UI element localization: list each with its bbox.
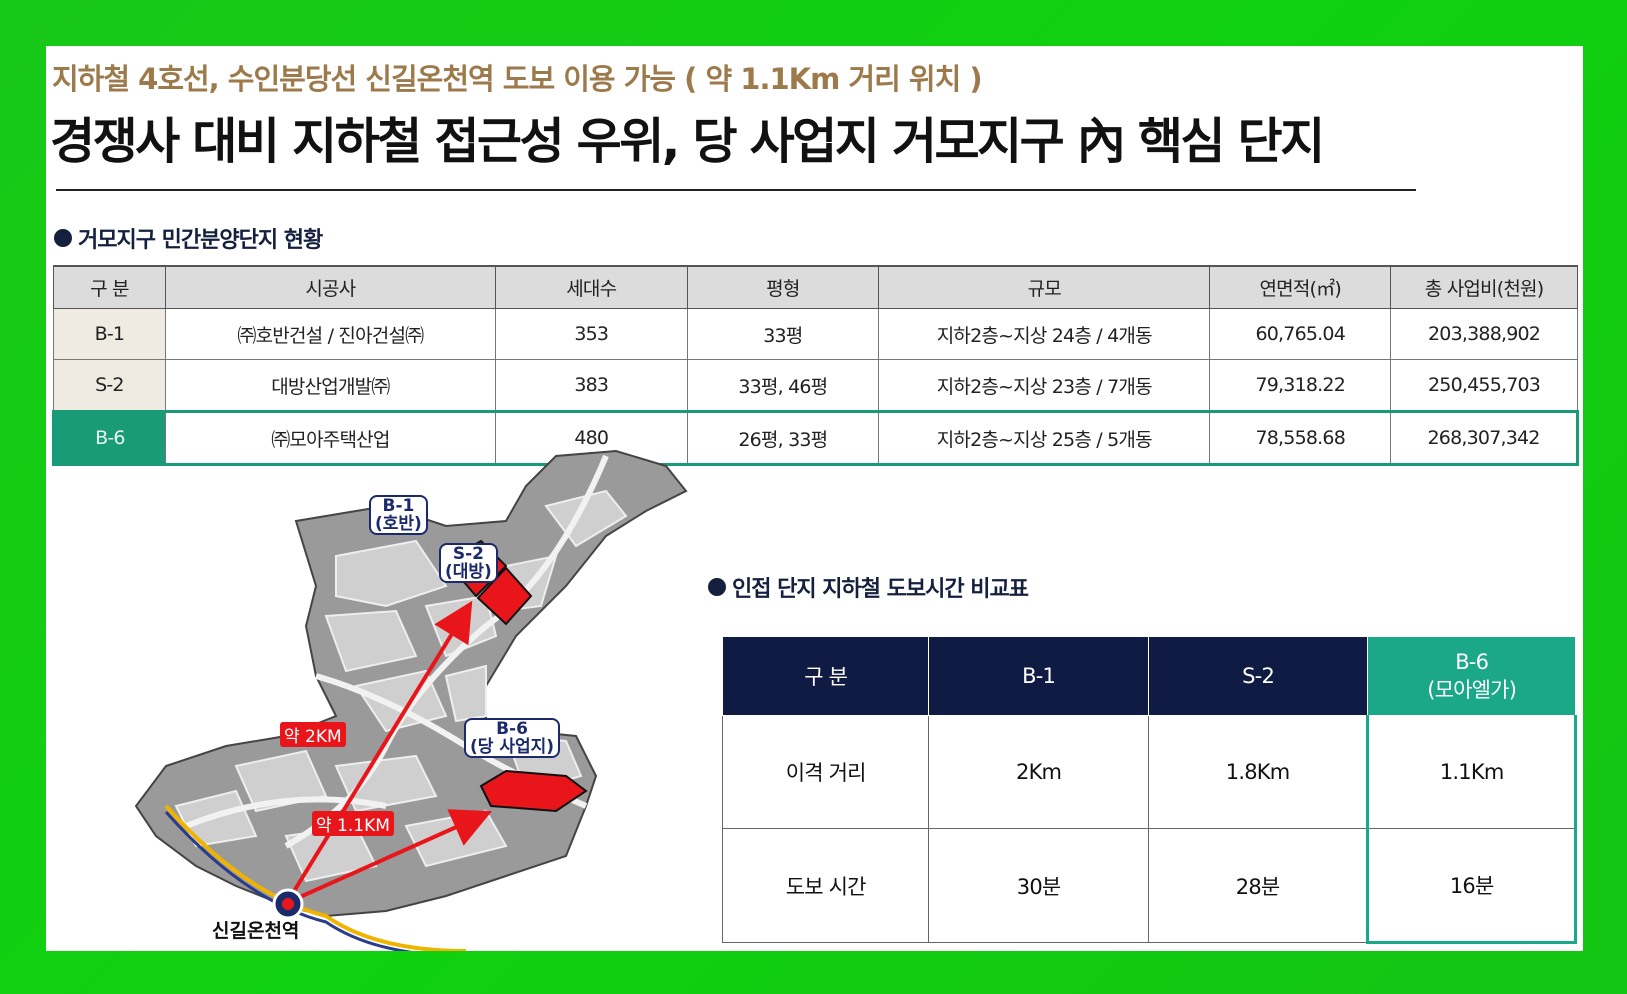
col-header: 연면적(㎡): [1209, 265, 1392, 309]
table-cell: B-1: [53, 308, 166, 360]
map-label-text: S-2 (대방): [445, 544, 492, 582]
table-cell: 26평, 33평: [686, 410, 880, 466]
main-panel: 지하철 4호선, 수인분당선 신길온천역 도보 이용 가능 ( 약 1.1Km …: [46, 46, 1583, 951]
section-title-text: 인접 단지 지하철 도보시간 비교표: [732, 577, 1029, 602]
col-header: 세대수: [494, 265, 688, 309]
table-cell: 353: [494, 308, 688, 360]
table-cell: 79,318.22: [1209, 359, 1392, 412]
table-row: B-1 ㈜호반건설 / 진아건설㈜ 353 33평 지하2층~지상 24층 / …: [53, 308, 1578, 360]
table-cell: 지하2층~지상 24층 / 4개동: [878, 308, 1211, 360]
col-header: 규모: [878, 265, 1211, 309]
map-label-text: B-6 (당 사업지): [470, 719, 555, 757]
col-header: 총 사업비(천원): [1390, 265, 1578, 309]
table-cell: 2Km: [928, 715, 1149, 829]
table-header-row: 구 분 B-1 S-2 B-6 (모아엘가): [721, 636, 1576, 716]
bullet-icon: [708, 578, 726, 596]
table-cell: 383: [494, 359, 688, 412]
table-cell: B-6: [52, 410, 166, 466]
table-cell: 지하2층~지상 23층 / 7개동: [878, 359, 1211, 412]
table-cell: 33평: [686, 308, 880, 360]
table-row: 이격 거리 2Km 1.8Km 1.1Km: [721, 715, 1577, 829]
table-cell: 28분: [1147, 828, 1369, 943]
table-cell: 지하2층~지상 25층 / 5개동: [878, 410, 1211, 466]
table-row: 도보 시간 30분 28분 16분: [721, 828, 1577, 944]
table-cell: 16분: [1366, 828, 1577, 944]
col-header: 시공사: [164, 265, 496, 309]
map-label-2km: 약 2KM: [280, 722, 346, 747]
table-cell: 30분: [928, 828, 1149, 943]
table-cell: 도보 시간: [721, 828, 930, 943]
table-cell: S-2: [53, 359, 166, 412]
map-label-station: 신길온천역: [212, 920, 300, 942]
subtitle: 지하철 4호선, 수인분당선 신길온천역 도보 이용 가능 ( 약 1.1Km …: [52, 62, 983, 96]
table-cell: 78,558.68: [1209, 410, 1392, 466]
divider: [56, 189, 1416, 191]
table-cell: 대방산업개발㈜: [164, 359, 496, 412]
table-cell: 268,307,342: [1390, 410, 1579, 466]
table-row-highlight: B-6 ㈜모아주택산업 480 26평, 33평 지하2층~지상 25층 / 5…: [52, 410, 1579, 466]
arrow-2km: [286, 600, 473, 903]
bullet-icon: [54, 229, 72, 247]
map-label-b6: B-6 (당 사업지): [464, 718, 561, 758]
complex-table: 구 분 시공사 세대수 평형 규모 연면적(㎡) 총 사업비(천원) B-1 ㈜…: [52, 265, 1579, 466]
table-cell: ㈜모아주택산업: [164, 410, 496, 466]
district-map: [134, 449, 688, 951]
col-header: 구 분: [53, 265, 166, 309]
site-b6: [479, 769, 588, 813]
table-row: S-2 대방산업개발㈜ 383 33평, 46평 지하2층~지상 23층 / 7…: [53, 359, 1578, 412]
map-label-b1: B-1 (호반): [369, 495, 428, 535]
table-cell: 1.8Km: [1147, 715, 1369, 829]
table-cell: 250,455,703: [1390, 359, 1578, 412]
section-title-walk: 인접 단지 지하철 도보시간 비교표: [708, 571, 1029, 603]
table-cell: 60,765.04: [1209, 308, 1392, 360]
table-cell: 203,388,902: [1390, 308, 1578, 360]
table-cell: ㈜호반건설 / 진아건설㈜: [164, 308, 496, 360]
map-label-text: B-1 (호반): [375, 496, 422, 534]
section-title-text: 거모지구 민간분양단지 현황: [78, 228, 323, 253]
walk-table: 구 분 B-1 S-2 B-6 (모아엘가) 이격 거리 2Km 1.8Km 1…: [721, 636, 1577, 944]
col-header: S-2: [1147, 636, 1369, 716]
table-cell: 33평, 46평: [686, 359, 880, 412]
headline: 경쟁사 대비 지하철 접근성 우위, 당 사업지 거모지구 內 핵심 단지: [50, 113, 1325, 170]
table-header-row: 구 분 시공사 세대수 평형 규모 연면적(㎡) 총 사업비(천원): [53, 265, 1578, 309]
col-header: 구 분: [721, 636, 930, 716]
col-header-text: B-6 (모아엘가): [1427, 650, 1517, 702]
map-label-11km: 약 1.1KM: [312, 811, 394, 836]
col-header-highlight: B-6 (모아엘가): [1367, 636, 1576, 716]
col-header: 평형: [686, 265, 880, 309]
rail-line: [164, 804, 467, 951]
table-cell: 1.1Km: [1366, 715, 1577, 829]
map-label-s2: S-2 (대방): [439, 543, 498, 583]
arrow-11km: [290, 809, 492, 903]
col-header: B-1: [928, 636, 1149, 716]
table-cell: 이격 거리: [721, 715, 930, 829]
section-title-complexes: 거모지구 민간분양단지 현황: [54, 222, 323, 254]
